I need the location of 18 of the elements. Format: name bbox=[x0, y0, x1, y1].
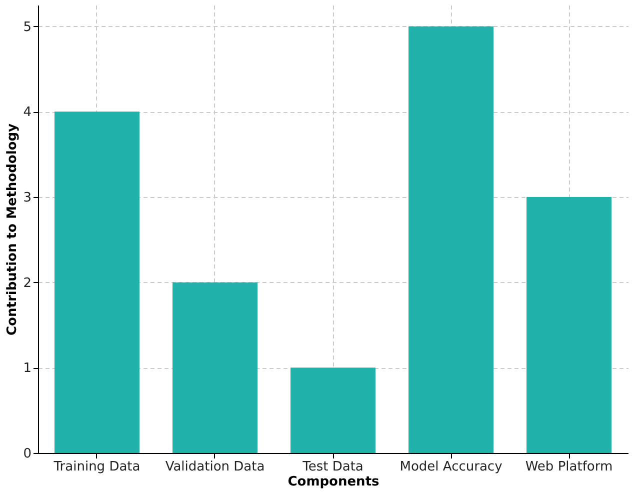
x-axis-title: Components bbox=[288, 474, 380, 490]
y-tick-label: 2 bbox=[23, 276, 32, 291]
y-tick-label: 5 bbox=[23, 20, 32, 35]
y-tick-label: 3 bbox=[23, 190, 32, 206]
x-tick-label: Validation Data bbox=[165, 460, 265, 474]
bar bbox=[54, 112, 140, 453]
bar bbox=[290, 368, 376, 453]
x-tick-label: Test Data bbox=[302, 460, 364, 474]
y-axis-title: Contribution to Methodology bbox=[5, 122, 20, 336]
x-tick-label: Web Platform bbox=[525, 460, 613, 474]
bar bbox=[526, 197, 612, 453]
y-tick-label: 0 bbox=[23, 446, 32, 462]
y-tick-label: 4 bbox=[23, 105, 32, 120]
x-tick-label: Model Accuracy bbox=[400, 460, 503, 474]
bar bbox=[172, 282, 258, 453]
x-tick-label: Training Data bbox=[52, 460, 140, 474]
y-tick-label: 1 bbox=[23, 361, 32, 376]
bar bbox=[408, 26, 494, 453]
